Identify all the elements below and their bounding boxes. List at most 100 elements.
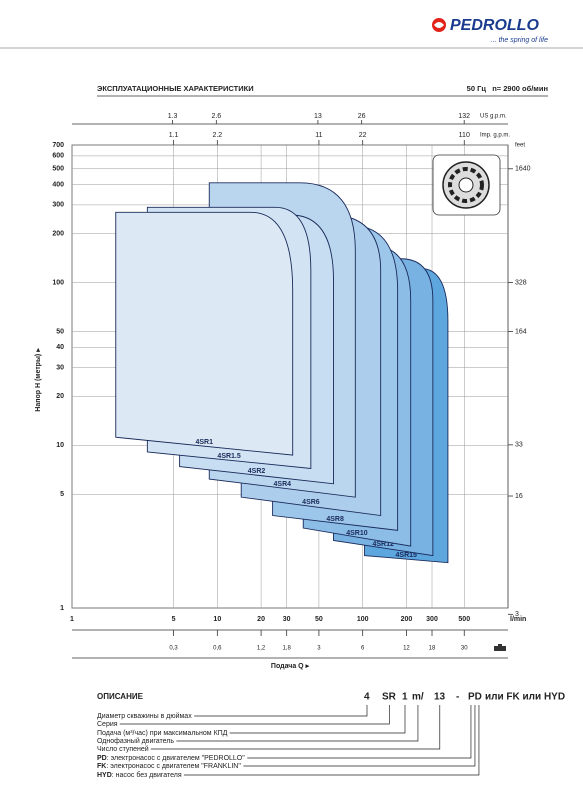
- top-tick-label: 2.6: [211, 113, 221, 120]
- legend-code: FK: [97, 763, 106, 770]
- top-tick-label: 2.2: [212, 132, 222, 139]
- right-tick-label: 328: [515, 279, 527, 286]
- code-part: 1: [402, 692, 408, 703]
- bottom-tick-label: 0,3: [169, 646, 178, 652]
- right-tick-label: 16: [515, 493, 523, 500]
- legend-item: PD: электронасос с двигателем "PEDROLLO": [97, 755, 245, 762]
- bottom-tick-label: 12: [403, 646, 410, 652]
- code-part: PD: [468, 692, 482, 703]
- series-label: 4SR15: [396, 552, 418, 559]
- bottom-tick-label: 1,8: [283, 646, 292, 652]
- connector: [183, 705, 480, 776]
- x-tick-label: 10: [213, 616, 221, 623]
- y-tick-label: 100: [52, 279, 64, 286]
- y-tick-label: 1: [60, 605, 64, 612]
- connector: [150, 705, 441, 750]
- bottom-tick-label: 6: [361, 646, 365, 652]
- connector: [194, 705, 368, 717]
- code-tail: или FK или HYD: [485, 692, 565, 703]
- description-item: Однофазный двигатель: [97, 737, 174, 745]
- x-tick-label: 5: [172, 616, 176, 623]
- x-tick-label: 300: [426, 616, 438, 623]
- top-tick-label: 1.3: [168, 113, 178, 120]
- legend-item: FK: электронасос с двигателем "FRANKLIN": [97, 763, 241, 770]
- series-label: 4SR1.5: [217, 453, 240, 460]
- x-tick-label: 50: [315, 616, 323, 623]
- description-item: Диаметр скважины в дюймах: [97, 712, 192, 720]
- legend-text: : электронасос с двигателем "PEDROLLO": [107, 755, 246, 762]
- top-tick-label: 13: [314, 113, 322, 120]
- top-axis-unit: US g.p.m.: [480, 114, 507, 120]
- description-item: Число ступеней: [97, 745, 149, 753]
- bottom-tick-label: 1,2: [257, 646, 266, 652]
- y-tick-label: 300: [52, 202, 64, 209]
- x-unit: l/min: [510, 616, 526, 623]
- x-tick-label: 30: [283, 616, 291, 623]
- right-tick-label: 33: [515, 442, 523, 449]
- description-title: ОПИСАНИЕ: [97, 692, 144, 701]
- right-tick-label: 164: [515, 328, 527, 335]
- brand: PEDROLLO: [450, 17, 539, 34]
- bottom-tick-label: 3: [317, 646, 321, 652]
- series-label: 4SR12: [372, 541, 394, 548]
- x-tick-label: 1: [70, 616, 74, 623]
- bottom-tick-label: 18: [429, 646, 436, 652]
- y-tick-label: 200: [52, 230, 64, 237]
- y-tick-label: 400: [52, 181, 64, 188]
- top-tick-label: 132: [458, 113, 470, 120]
- x-tick-label: 200: [401, 616, 413, 623]
- series-label: 4SR4: [274, 481, 292, 488]
- code-part: -: [456, 692, 459, 703]
- legend-code: HYD: [97, 772, 112, 779]
- legend-code: PD: [97, 755, 107, 762]
- legend-item: HYD: насос без двигателя: [97, 771, 182, 779]
- series-label: 4SR8: [326, 516, 344, 523]
- code-part: m/: [412, 692, 424, 703]
- connector: [176, 705, 419, 742]
- y-tick-label: 600: [52, 153, 64, 160]
- top-tick-label: 26: [358, 113, 366, 120]
- tagline: ... the spring of life: [491, 37, 548, 44]
- legend-text: : электронасос с двигателем "FRANKLIN": [106, 763, 241, 770]
- code-part: SR: [382, 692, 397, 703]
- connector: [119, 705, 390, 725]
- bottom-tick-label: 30: [461, 646, 468, 652]
- connector: [229, 705, 406, 734]
- description: ОПИСАНИЕ 4 SR 1 m/13- PD или FK или HYDДиаметр…: [97, 692, 565, 779]
- right-tick-label: 3: [515, 611, 519, 618]
- top-tick-label: 22: [359, 132, 367, 139]
- legend-text: : насос без двигателя: [112, 771, 182, 779]
- top-tick-label: 110: [459, 132, 470, 139]
- y-axis-title: Напор H (метры) ▸: [35, 348, 42, 412]
- connector: [247, 705, 472, 759]
- x-tick-label: 20: [257, 616, 265, 623]
- right-tick-label: 1640: [515, 166, 531, 173]
- logo-mark-inner: [434, 22, 444, 28]
- code-part: 13: [434, 692, 446, 703]
- top-tick-label: 11: [315, 132, 322, 139]
- x-tick-label: 100: [357, 616, 369, 623]
- top-tick-label: 1.1: [169, 132, 179, 139]
- y-tick-label: 20: [56, 393, 64, 400]
- conditions: 50 Гц n= 2900 об/мин: [467, 84, 548, 93]
- impeller-hub: [458, 177, 474, 193]
- y-tick-label: 30: [56, 364, 64, 371]
- y-tick-label: 50: [56, 328, 64, 335]
- series-label: 4SR1: [195, 439, 213, 446]
- top-axis-unit: Imp. g.p.m.: [480, 133, 510, 139]
- y-tick-label: 5: [60, 491, 64, 498]
- chart: 1 5 10 20 30 50 100 200 300 500 l/min 1 5 10 20 30 40 50 1…: [35, 113, 531, 670]
- y-tick-label: 40: [56, 344, 64, 351]
- right-axis-unit: feet: [515, 143, 525, 149]
- description-item: Серия: [97, 721, 118, 728]
- series-label: 4SR6: [302, 499, 320, 506]
- series-label: 4SR10: [346, 530, 368, 537]
- connector: [243, 705, 476, 767]
- section-title: ЭКСПЛУАТАЦИОННЫЕ ХАРАКТЕРИСТИКИ: [97, 84, 254, 93]
- pump-envelope: [115, 211, 294, 456]
- description-item: Подача (м³/час) при максимальном КПД: [97, 730, 228, 737]
- bottom-tick-label: 0,6: [213, 646, 222, 652]
- y-tick-label: 700: [52, 142, 64, 149]
